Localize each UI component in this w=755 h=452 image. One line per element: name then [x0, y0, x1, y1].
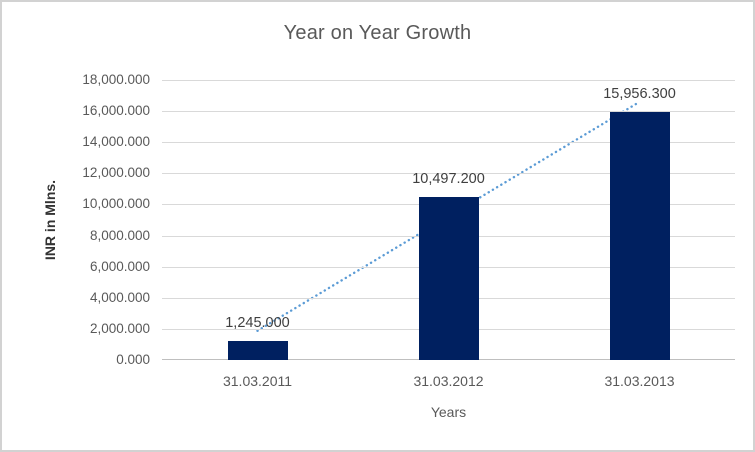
- y-tick-label: 6,000.000: [89, 258, 150, 274]
- gridline: [162, 80, 735, 81]
- plot-area: 1,245.000 10,497.200 15,956.300: [162, 80, 735, 360]
- y-tick-label: 4,000.000: [89, 289, 150, 305]
- y-tick-label: 10,000.000: [82, 196, 150, 212]
- trendline: [256, 100, 641, 333]
- y-tick-label: 0.000: [116, 352, 150, 367]
- x-tick-label: 31.03.2011: [222, 373, 293, 389]
- trendline-layer: [256, 100, 641, 333]
- bar-data-label: 1,245.000: [225, 314, 290, 331]
- y-axis-title: INR in Mlns.: [42, 179, 58, 261]
- chart-title: Year on Year Growth: [283, 22, 472, 44]
- gridline: [162, 173, 735, 175]
- x-axis-title: Years: [430, 404, 467, 420]
- y-tick-label: 2,000.000: [89, 320, 150, 336]
- y-tick-label: 16,000.000: [82, 103, 150, 119]
- x-tick-label: 31.03.2012: [413, 373, 484, 389]
- bar-data-label: 15,956.300: [603, 85, 676, 102]
- gridline: [162, 111, 735, 113]
- bar: [227, 340, 288, 360]
- bar: [609, 111, 670, 360]
- y-tick-label: 18,000.000: [82, 72, 150, 87]
- x-tick-label: 31.03.2013: [604, 373, 675, 389]
- bar-data-label: 10,497.200: [412, 170, 485, 187]
- y-tick-label: 8,000.000: [89, 227, 150, 243]
- bar: [418, 196, 479, 360]
- y-tick-label: 12,000.000: [82, 165, 150, 181]
- y-tick-label: 14,000.000: [82, 134, 150, 150]
- gridline: [162, 142, 735, 144]
